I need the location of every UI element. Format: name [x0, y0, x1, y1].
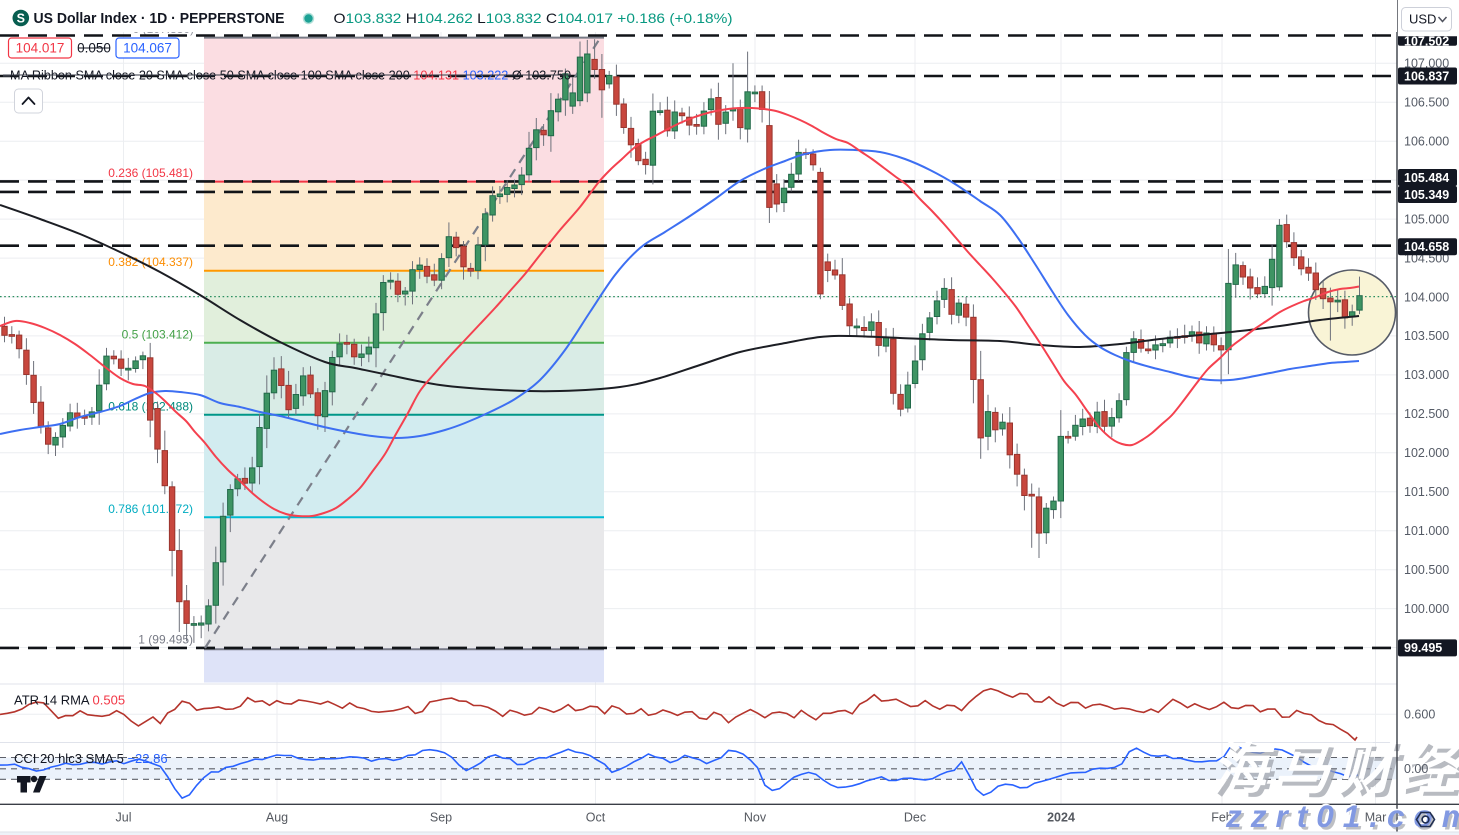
svg-text:Mar: Mar: [1365, 811, 1387, 825]
svg-text:100.000: 100.000: [1404, 602, 1449, 616]
svg-text:103.500: 103.500: [1404, 329, 1449, 343]
svg-text:0.236 (105.481): 0.236 (105.481): [108, 166, 193, 180]
svg-text:100.500: 100.500: [1404, 563, 1449, 577]
svg-text:2024: 2024: [1047, 811, 1075, 825]
svg-text:107.502: 107.502: [1404, 34, 1449, 48]
svg-text:Aug: Aug: [266, 811, 288, 825]
svg-text:105.484: 105.484: [1404, 171, 1449, 185]
svg-text:105.000: 105.000: [1404, 212, 1449, 226]
svg-text:zzrt01.com: zzrt01.com: [1228, 801, 1459, 835]
svg-text:105.349: 105.349: [1404, 188, 1449, 202]
svg-text:USD: USD: [1409, 12, 1436, 27]
svg-text:102.000: 102.000: [1404, 446, 1449, 460]
svg-text:0.786 (101.172): 0.786 (101.172): [108, 502, 193, 516]
svg-text:Jul: Jul: [116, 811, 132, 825]
svg-text:ATR 14 RMA 0.505: ATR 14 RMA 0.505: [14, 693, 125, 708]
svg-text:101.000: 101.000: [1404, 524, 1449, 538]
svg-text:0.00: 0.00: [1404, 762, 1428, 776]
svg-text:99.495: 99.495: [1404, 641, 1442, 655]
svg-text:0.382 (104.337): 0.382 (104.337): [108, 255, 193, 269]
svg-text:Oct: Oct: [586, 811, 606, 825]
svg-text:104.017: 104.017: [16, 41, 65, 56]
svg-text:106.000: 106.000: [1404, 135, 1449, 149]
svg-text:106.500: 106.500: [1404, 96, 1449, 110]
svg-text:Nov: Nov: [744, 811, 767, 825]
svg-text:US Dollar Index · 1D · PEPPERS: US Dollar Index · 1D · PEPPERSTONE: [34, 11, 285, 27]
svg-text:107.000: 107.000: [1404, 57, 1449, 71]
svg-text:0.600: 0.600: [1404, 708, 1435, 722]
svg-text:104.000: 104.000: [1404, 290, 1449, 304]
svg-text:104.067: 104.067: [123, 41, 172, 56]
svg-text:Sep: Sep: [430, 811, 452, 825]
svg-text:106.837: 106.837: [1404, 69, 1449, 83]
svg-text:104.658: 104.658: [1404, 240, 1449, 254]
svg-text:101.500: 101.500: [1404, 485, 1449, 499]
svg-text:102.500: 102.500: [1404, 407, 1449, 421]
svg-text:103.000: 103.000: [1404, 368, 1449, 382]
svg-text:1 (99.495): 1 (99.495): [138, 632, 193, 646]
svg-text:0.5 (103.412): 0.5 (103.412): [122, 327, 193, 341]
svg-text:Dec: Dec: [904, 811, 926, 825]
svg-text:zzrt01.com: zzrt01.com: [1225, 798, 1459, 834]
svg-text:S: S: [17, 12, 25, 26]
svg-text:Feb: Feb: [1211, 811, 1233, 825]
svg-text:O103.832 H104.262 L103.832 C10: O103.832 H104.262 L103.832 C104.017 +0.1…: [334, 10, 733, 26]
svg-text:CCI 20 hlc3 SMA 5 −22.86: CCI 20 hlc3 SMA 5 −22.86: [14, 751, 168, 766]
